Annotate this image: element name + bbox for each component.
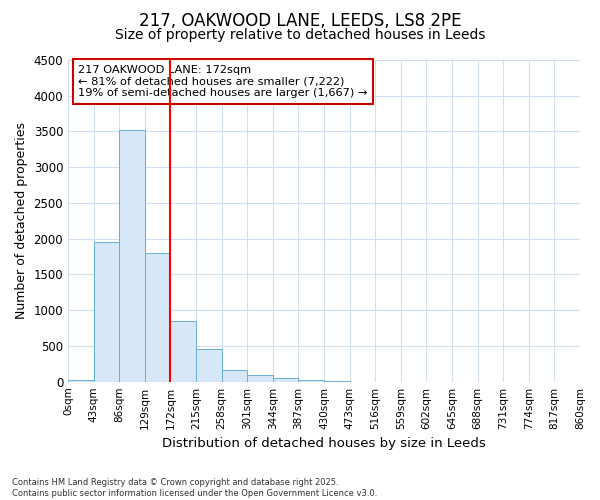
Text: 217 OAKWOOD LANE: 172sqm
← 81% of detached houses are smaller (7,222)
19% of sem: 217 OAKWOOD LANE: 172sqm ← 81% of detach… xyxy=(78,65,368,98)
Bar xyxy=(170,321,196,382)
Bar xyxy=(221,370,247,382)
Bar xyxy=(247,374,273,382)
X-axis label: Distribution of detached houses by size in Leeds: Distribution of detached houses by size … xyxy=(162,437,486,450)
Bar xyxy=(94,242,119,382)
Bar xyxy=(145,253,170,382)
Text: Contains HM Land Registry data © Crown copyright and database right 2025.
Contai: Contains HM Land Registry data © Crown c… xyxy=(12,478,377,498)
Text: 217, OAKWOOD LANE, LEEDS, LS8 2PE: 217, OAKWOOD LANE, LEEDS, LS8 2PE xyxy=(139,12,461,30)
Bar xyxy=(298,380,324,382)
Bar xyxy=(324,381,350,382)
Bar xyxy=(196,349,221,382)
Bar xyxy=(68,380,94,382)
Y-axis label: Number of detached properties: Number of detached properties xyxy=(15,122,28,320)
Bar xyxy=(273,378,298,382)
Bar xyxy=(119,130,145,382)
Text: Size of property relative to detached houses in Leeds: Size of property relative to detached ho… xyxy=(115,28,485,42)
